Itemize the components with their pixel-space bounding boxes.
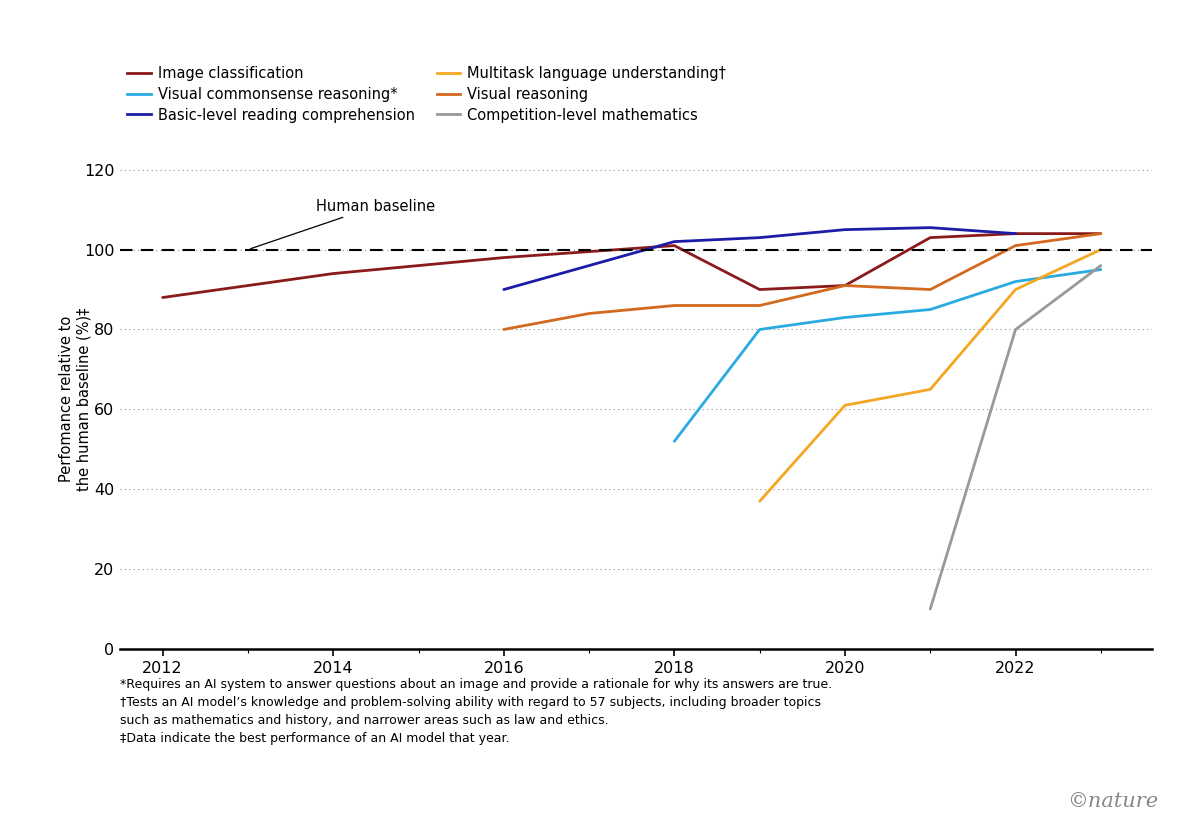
Y-axis label: Perfomance relative to
the human baseline (%)‡: Perfomance relative to the human baselin… bbox=[60, 308, 92, 491]
Text: Human baseline: Human baseline bbox=[251, 199, 436, 249]
Text: ©nature: ©nature bbox=[1067, 792, 1158, 811]
Text: *Requires an AI system to answer questions about an image and provide a rational: *Requires an AI system to answer questio… bbox=[120, 678, 832, 745]
Legend: Image classification, Visual commonsense reasoning*, Basic-level reading compreh: Image classification, Visual commonsense… bbox=[127, 66, 726, 122]
